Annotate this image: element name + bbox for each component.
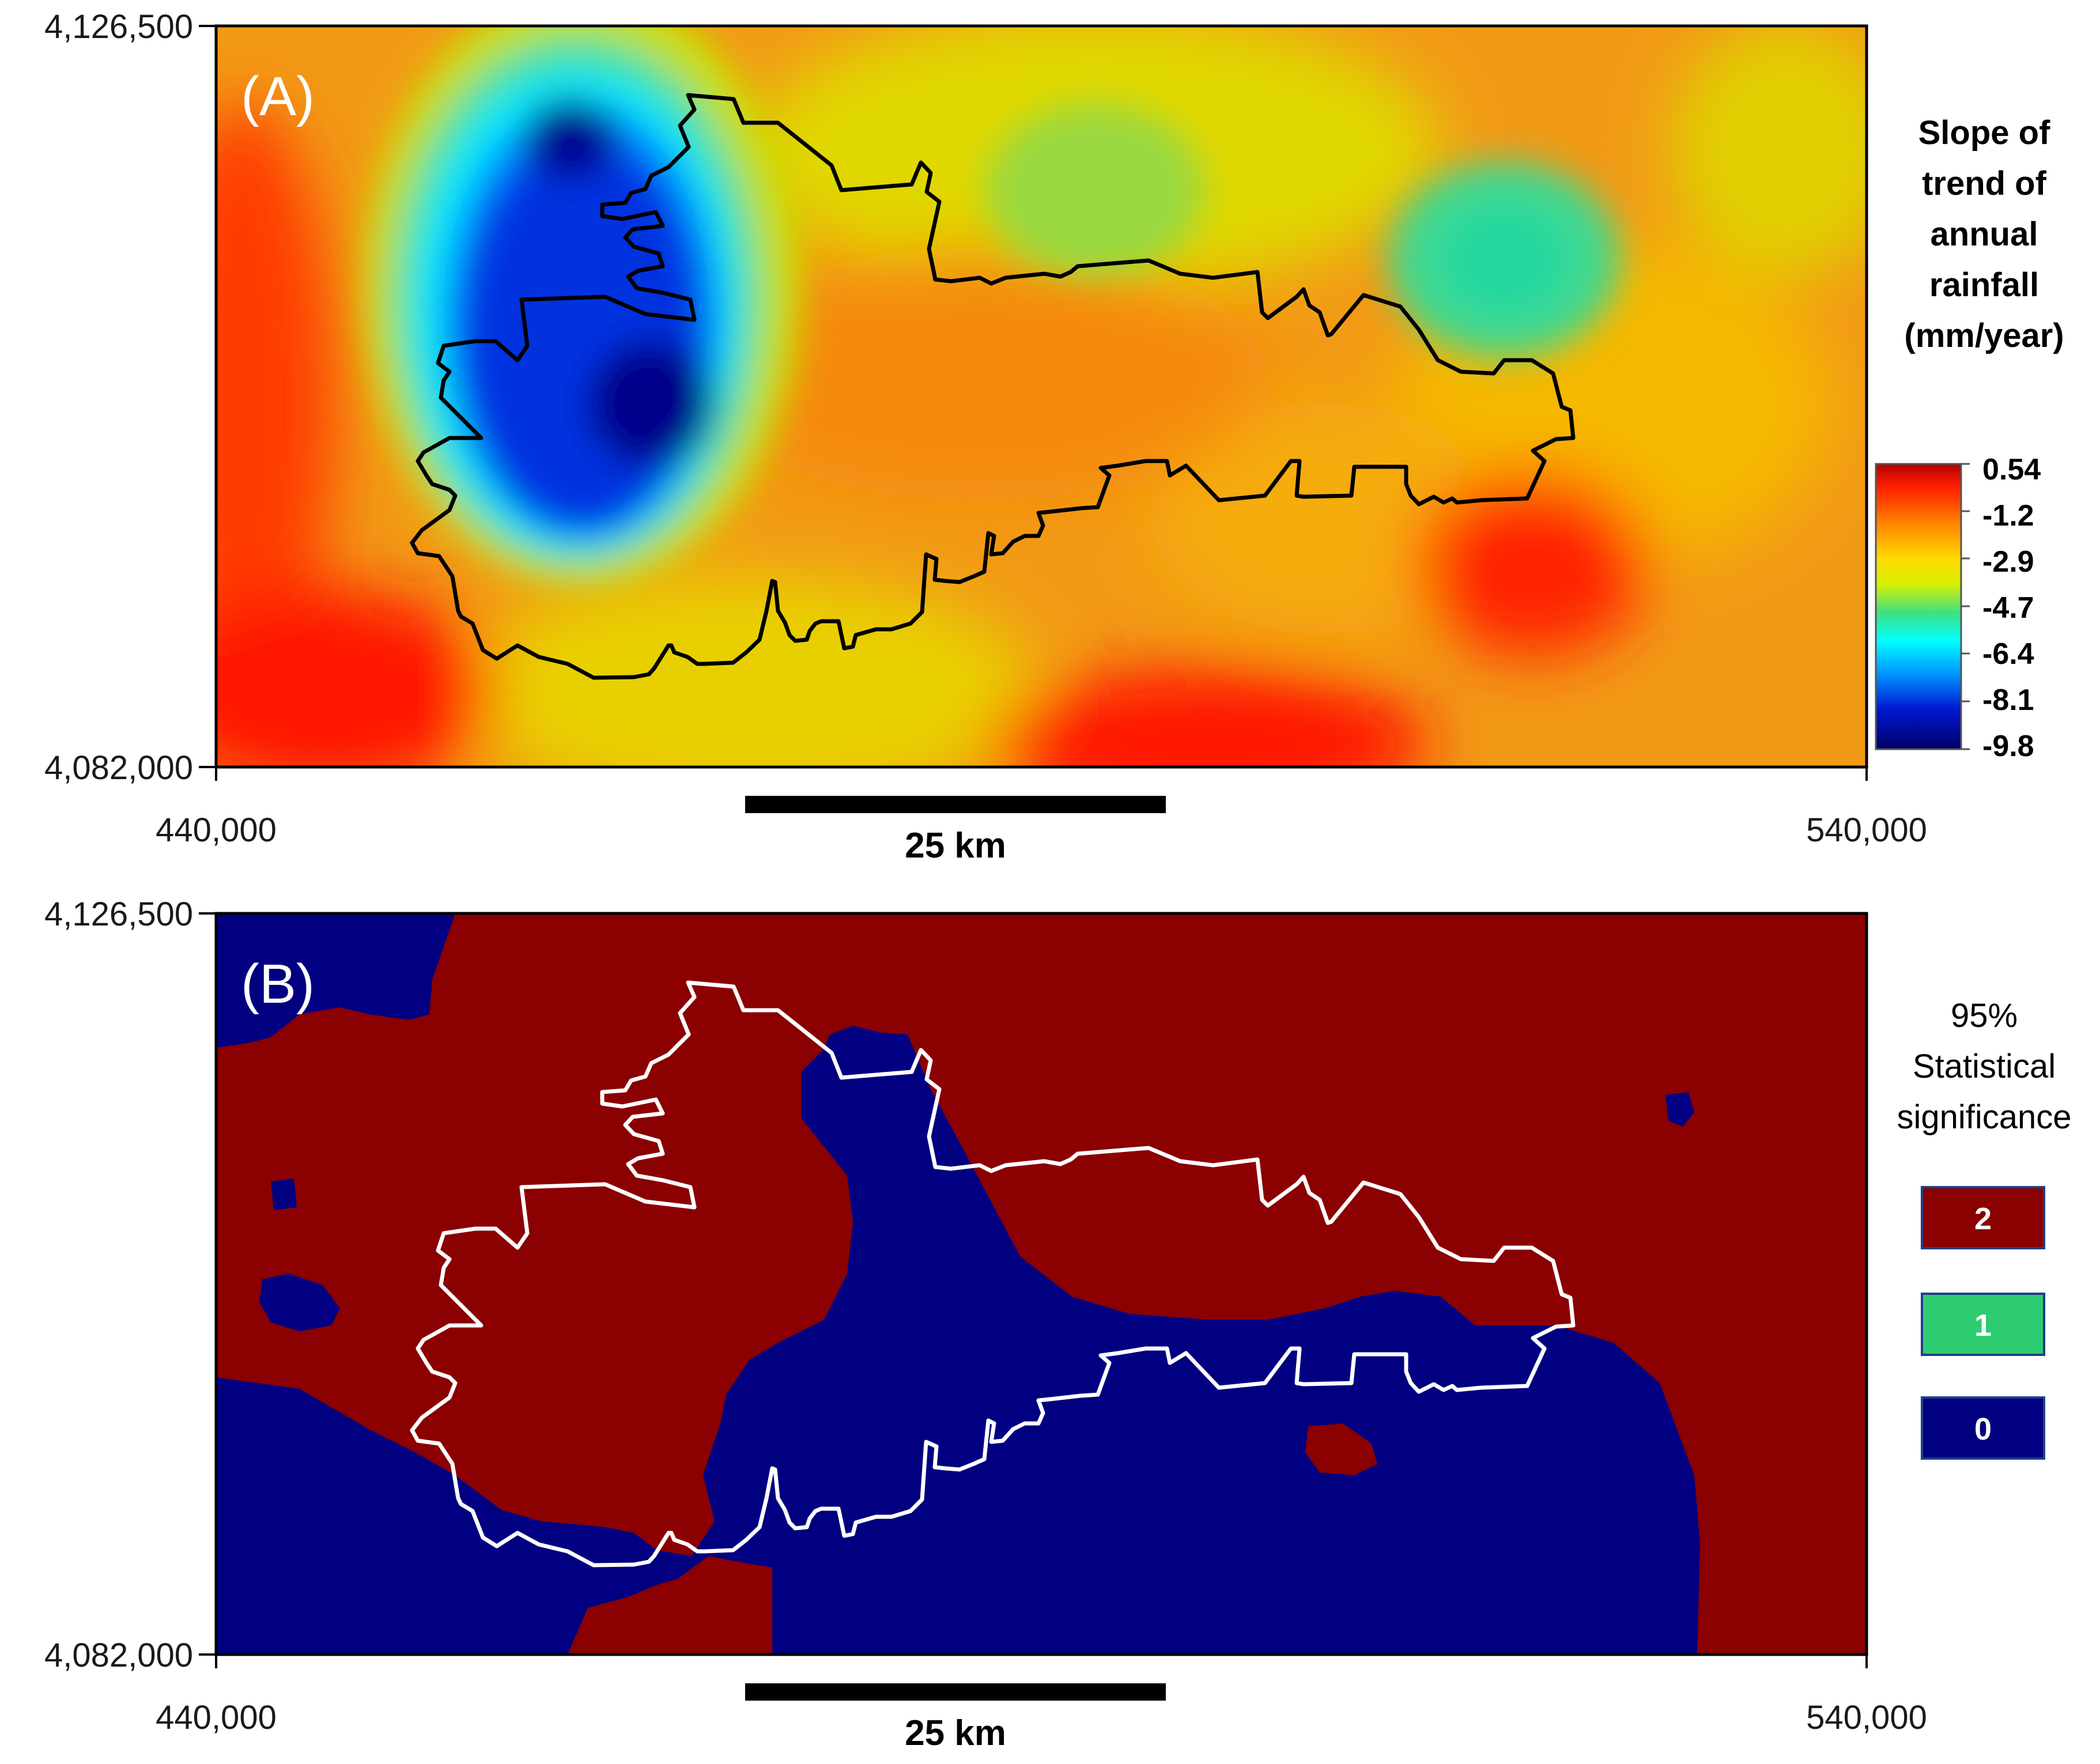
y-tick-top-a: 4,126,500 [44,8,193,46]
y-tick-top-b: 4,126,500 [44,896,193,933]
map-frame-b [214,912,1868,1656]
x-tick-left-b: 440,000 [156,1699,277,1736]
x-tick-right-b: 540,000 [1806,1699,1927,1736]
legend-swatch-1 [1921,1293,2045,1356]
colorbar-tick-label-7: -9.8 [1982,730,2034,763]
legend-class-0: 0 [1974,1412,1992,1446]
colorbar-tick-label-2: -1.2 [1982,499,2034,532]
legend-swatch-0 [1921,1396,2045,1460]
catchment-outline-b [410,980,1576,1567]
y-tick-bottom-a: 4,082,000 [44,749,193,787]
map-frame-a [214,24,1868,769]
legend-title-line-3: annual [1931,216,2038,253]
scale-bar-label-a: 25 km [905,826,1006,866]
legend-class-1: 1 [1974,1308,1992,1343]
x-tick-right-a: 540,000 [1806,811,1927,849]
legend-class-2: 2 [1974,1202,1992,1236]
colorbar [1875,463,1962,750]
panel-b: (B) 4,126,500 4,082,000 440,000 540,000 … [44,896,2072,1753]
legend-title-line-4: rainfall [1929,266,2039,304]
rainfall-trend-raster [216,26,1867,767]
scale-bar-b [745,1683,1166,1701]
legend-b-title-line-2: Statistical [1913,1048,2056,1085]
legend-swatch-2 [1921,1186,2045,1249]
legend-b-title-line-1: 95% [1951,997,2018,1034]
colorbar-tick-label-1: 0.54 [1982,453,2041,486]
catchment-outline-a [410,93,1576,680]
legend-title-line-1: Slope of [1918,114,2050,152]
colorbar-tick-label-3: -2.9 [1982,545,2034,579]
colorbar-ticks: 0.54 -1.2 -2.9 -4.7 -6.4 -8.1 -9.8 [1961,453,2041,763]
significance-raster [216,913,1867,1655]
legend-b-title-line-3: significance [1897,1098,2071,1136]
y-tick-bottom-b: 4,082,000 [44,1637,193,1674]
legend-b: 95% Statistical significance 2 1 0 [1897,997,2072,1460]
legend-a: Slope of trend of annual rainfall (mm/ye… [1875,114,2064,763]
colorbar-tick-label-6: -8.1 [1982,683,2034,717]
colorbar-tick-label-5: -6.4 [1982,637,2034,671]
colorbar-tick-label-4: -4.7 [1982,591,2034,625]
legend-title-line-5: (mm/year) [1904,317,2064,354]
legend-title-line-2: trend of [1922,165,2047,202]
scale-bar-a [745,796,1166,813]
panel-label-a: (A) [241,66,315,127]
panel-label-b: (B) [241,953,315,1015]
panel-a: (A) 4,126,500 4,082,000 440,000 540,000 … [44,8,2064,866]
scale-bar-label-b: 25 km [905,1713,1006,1753]
x-tick-left-a: 440,000 [156,811,277,849]
